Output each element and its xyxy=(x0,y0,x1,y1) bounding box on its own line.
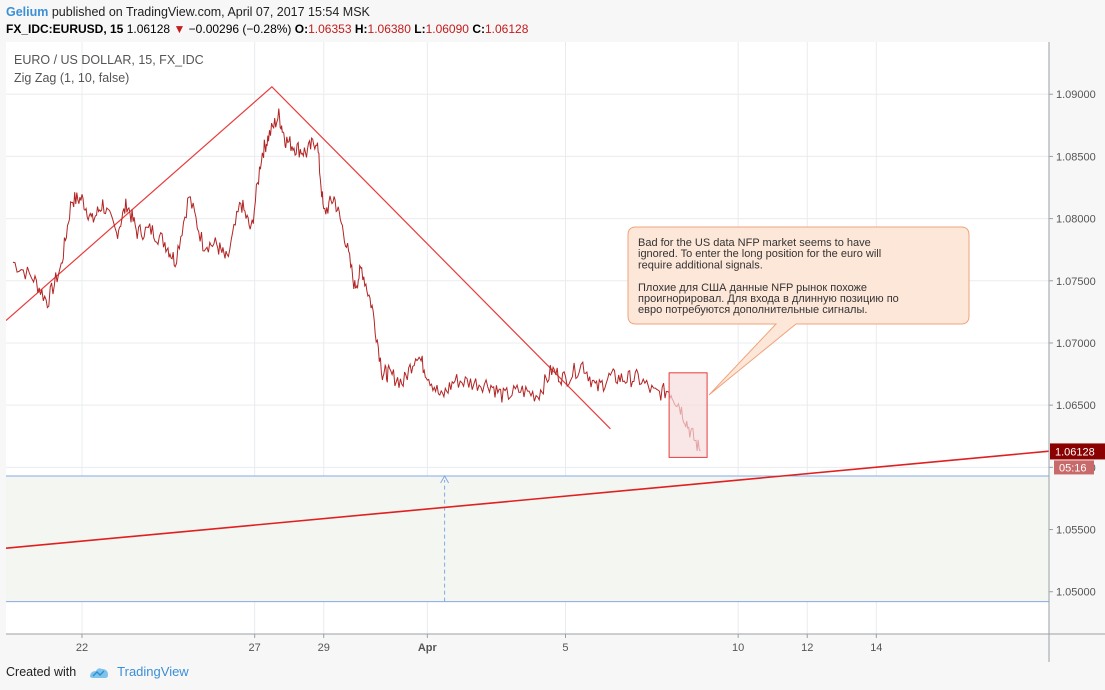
created-with-text: Created with xyxy=(6,665,77,679)
note-line: Плохие для США данные NFP рынок похоже xyxy=(638,282,867,294)
price-change: −0.00296 (−0.28%) xyxy=(188,22,292,36)
tradingview-logo-icon[interactable] xyxy=(88,666,110,680)
author-link[interactable]: Gelium xyxy=(6,5,49,19)
low-label: L: xyxy=(414,22,426,36)
note-line: ignored. To enter the long position for … xyxy=(638,248,881,260)
note-bubble[interactable] xyxy=(627,226,970,396)
close-label: C: xyxy=(472,22,485,36)
note-callout[interactable]: Bad for the US data NFP market seems to … xyxy=(627,226,970,396)
high-value: 1.06380 xyxy=(367,22,411,36)
indicator-legend[interactable]: Zig Zag (1, 10, false) xyxy=(14,71,129,85)
countdown-bg xyxy=(1054,460,1094,475)
range-fill xyxy=(6,476,1049,602)
y-tick-label: 1.07500 xyxy=(1056,276,1096,288)
open-label: O: xyxy=(294,22,309,36)
time-axis[interactable]: 22 27 29 Apr 5 10 12 14 xyxy=(76,634,883,654)
chart-legend-title: EURO / US DOLLAR, 15, FX_IDC xyxy=(14,53,204,67)
x-tick-label: 22 xyxy=(76,642,88,654)
x-tick-label: 10 xyxy=(732,642,744,654)
note-text: Bad for the US data NFP market seems to … xyxy=(638,237,899,316)
quote-line: FX_IDC:EURUSD, 15 1.06128 ▼ −0.00296 (−0… xyxy=(6,22,528,36)
price-line xyxy=(12,108,701,452)
publish-info: Gelium published on TradingView.com, Apr… xyxy=(6,5,370,19)
x-tick-label: 12 xyxy=(801,642,813,654)
note-line: require additional signals. xyxy=(638,259,763,271)
price-range-box xyxy=(6,475,1049,603)
y-tick-label: 1.08500 xyxy=(1056,151,1096,163)
footer: Created with TradingView xyxy=(6,664,189,684)
trendline[interactable] xyxy=(6,450,1050,549)
highlight-box[interactable] xyxy=(668,372,708,458)
publish-text: published on TradingView.com, April 07, … xyxy=(51,5,370,19)
close-value: 1.06128 xyxy=(484,22,529,36)
header-bar: Gelium published on TradingView.com, Apr… xyxy=(0,0,1105,42)
note-line: евро потребуются дополнительные сигналы. xyxy=(638,304,867,316)
y-tick-label: 1.07000 xyxy=(1056,338,1096,350)
zigzag-indicator xyxy=(6,85,611,430)
x-tick-label: 29 xyxy=(318,642,330,654)
x-tick-label: 5 xyxy=(562,642,568,654)
price-tag-bg xyxy=(1050,443,1105,460)
price-tag-value: 1.06128 xyxy=(1055,446,1095,458)
down-arrow-icon: ▼ xyxy=(173,22,186,36)
open-value: 1.06353 xyxy=(308,22,352,36)
highlight-rect[interactable] xyxy=(668,372,708,458)
last-price-tag: 1.06128 05:16 xyxy=(1050,443,1105,475)
y-tick-label: 1.09000 xyxy=(1056,89,1096,101)
countdown-value: 05:16 xyxy=(1059,462,1087,474)
chart-container[interactable]: Bad for the US data NFP market seems to … xyxy=(6,42,1105,662)
zigzag-line xyxy=(6,85,611,430)
x-tick-label: 27 xyxy=(249,642,261,654)
note-line: Bad for the US data NFP market seems to … xyxy=(638,237,871,249)
range-arrow-head xyxy=(440,475,450,484)
price-axis[interactable]: 1.050001.055001.060001.065001.070001.075… xyxy=(1049,89,1096,599)
tradingview-link[interactable]: TradingView xyxy=(117,664,189,679)
y-tick-label: 1.05500 xyxy=(1056,525,1096,537)
high-label: H: xyxy=(354,22,368,36)
y-tick-label: 1.05000 xyxy=(1056,587,1096,599)
y-tick-label: 1.06500 xyxy=(1056,400,1096,412)
x-tick-label: 14 xyxy=(870,642,882,654)
note-line: проигнорировал. Для входа в длинную пози… xyxy=(638,293,899,305)
y-tick-label: 1.08000 xyxy=(1056,214,1096,226)
trendline-line[interactable] xyxy=(6,450,1050,549)
price-chart[interactable]: Bad for the US data NFP market seems to … xyxy=(6,42,1105,662)
low-value: 1.06090 xyxy=(425,22,469,36)
last-price: 1.06128 xyxy=(126,22,171,36)
symbol-label: FX_IDC:EURUSD, 15 xyxy=(6,22,124,36)
x-tick-label: Apr xyxy=(418,642,438,654)
